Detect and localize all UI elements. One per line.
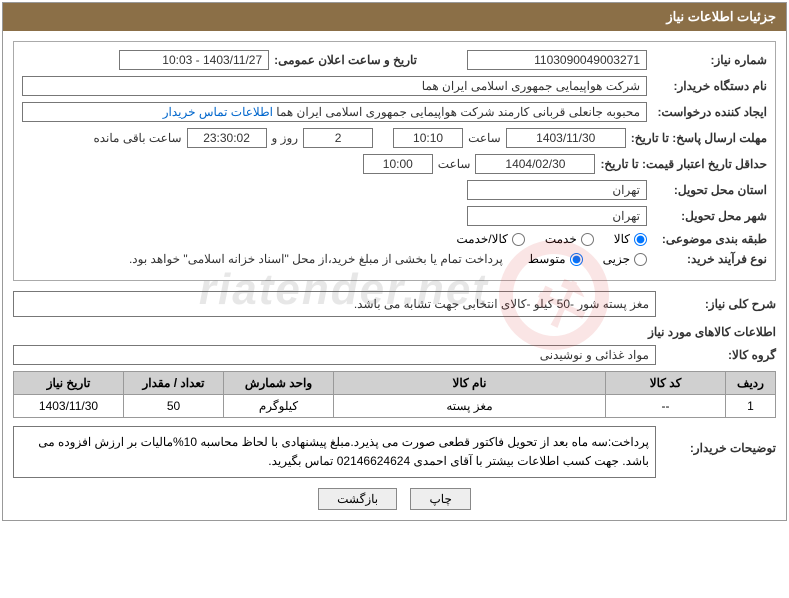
time-word-2: ساعت [433,157,476,171]
buyer-field: شرکت هواپیمایی جمهوری اسلامی ایران هما [22,76,647,96]
announce-label: تاریخ و ساعت اعلان عمومی: [269,53,417,67]
requester-label: ایجاد کننده درخواست: [647,105,767,119]
row-group: گروه کالا: مواد غذائی و نوشیدنی [13,345,776,365]
td-qty: 50 [124,395,224,418]
desc-label: شرح کلی نیاز: [656,297,776,311]
page-title-bar: جزئیات اطلاعات نیاز [3,3,786,31]
row-process: نوع فرآیند خرید: جزیی متوسط پرداخت تمام … [22,252,767,266]
cat-goods-radio[interactable] [634,233,647,246]
deadline-date-field: 1403/11/30 [506,128,626,148]
buyer-notes-label: توضیحات خریدار: [656,426,776,455]
days-word: روز و [267,131,304,145]
contact-link[interactable]: اطلاعات تماس خریدار [163,105,273,119]
goods-section-title: اطلاعات کالاهای مورد نیاز [13,325,776,339]
need-no-label: شماره نیاز: [647,53,767,67]
row-desc: شرح کلی نیاز: مغز پسته شور -50 کیلو -کال… [13,291,776,317]
requester-value: محبوبه جانعلی قربانی کارمند شرکت هواپیما… [276,105,640,119]
goods-table: ردیف کد کالا نام کالا واحد شمارش تعداد /… [13,371,776,418]
print-button[interactable]: چاپ [410,488,470,510]
announce-field: 1403/11/27 - 10:03 [119,50,269,70]
deadline-time-field: 10:10 [393,128,463,148]
cat-service-radio[interactable] [581,233,594,246]
city-field: تهران [467,206,647,226]
validity-label: حداقل تاریخ اعتبار قیمت: تا تاریخ: [595,157,767,171]
th-unit: واحد شمارش [224,372,334,395]
th-name: نام کالا [334,372,606,395]
proc-small-label[interactable]: جزیی [603,252,647,266]
row-buyer: نام دستگاه خریدار: شرکت هواپیمایی جمهوری… [22,76,767,96]
days-remaining-field: 2 [303,128,373,148]
city-label: شهر محل تحویل: [647,209,767,223]
td-name: مغز پسته [334,395,606,418]
td-n: 1 [726,395,776,418]
row-deadline: مهلت ارسال پاسخ: تا تاریخ: 1403/11/30 سا… [22,128,767,148]
th-code: کد کالا [606,372,726,395]
row-category: طبقه بندی موضوعی: کالا خدمت کالا/خدمت [22,232,767,246]
table-row: 1 -- مغز پسته کیلوگرم 50 1403/11/30 [14,395,776,418]
cat-both-radio[interactable] [512,233,525,246]
requester-field: محبوبه جانعلی قربانی کارمند شرکت هواپیما… [22,102,647,122]
row-city: شهر محل تحویل: تهران [22,206,767,226]
countdown-field: 23:30:02 [187,128,267,148]
process-radio-group: جزیی متوسط [513,252,647,266]
cat-both-label[interactable]: کالا/خدمت [456,232,524,246]
form-panel: شماره نیاز: 1103090049003271 تاریخ و ساع… [13,41,776,281]
th-date: تاریخ نیاز [14,372,124,395]
table-header-row: ردیف کد کالا نام کالا واحد شمارش تعداد /… [14,372,776,395]
desc-field: مغز پسته شور -50 کیلو -کالای انتخابی جهت… [13,291,656,317]
process-label: نوع فرآیند خرید: [647,252,767,266]
td-date: 1403/11/30 [14,395,124,418]
td-code: -- [606,395,726,418]
province-field: تهران [467,180,647,200]
remaining-word: ساعت باقی مانده [88,131,186,145]
deadline-label: مهلت ارسال پاسخ: تا تاریخ: [626,131,767,145]
proc-medium-radio[interactable] [570,253,583,266]
back-button[interactable]: بازگشت [318,488,397,510]
row-requester: ایجاد کننده درخواست: محبوبه جانعلی قربان… [22,102,767,122]
time-word-1: ساعت [463,131,506,145]
th-row: ردیف [726,372,776,395]
content-area: ⚒ riatender.net شماره نیاز: 110309004900… [3,31,786,520]
group-field: مواد غذائی و نوشیدنی [13,345,656,365]
row-need-no: شماره نیاز: 1103090049003271 تاریخ و ساع… [22,50,767,70]
payment-note: پرداخت تمام یا بخشی از مبلغ خرید،از محل … [129,252,513,266]
buyer-notes-box[interactable]: پرداخت:سه ماه بعد از تحویل فاکتور قطعی ص… [13,426,656,478]
row-validity: حداقل تاریخ اعتبار قیمت: تا تاریخ: 1404/… [22,154,767,174]
validity-date-field: 1404/02/30 [475,154,595,174]
buyer-label: نام دستگاه خریدار: [647,79,767,93]
row-buyer-notes: توضیحات خریدار: پرداخت:سه ماه بعد از تحو… [13,426,776,478]
main-container: جزئیات اطلاعات نیاز ⚒ riatender.net شمار… [2,2,787,521]
category-label: طبقه بندی موضوعی: [647,232,767,246]
row-province: استان محل تحویل: تهران [22,180,767,200]
button-row: چاپ بازگشت [13,488,776,510]
cat-service-label[interactable]: خدمت [545,232,594,246]
group-label: گروه کالا: [656,348,776,362]
proc-medium-label[interactable]: متوسط [528,252,583,266]
td-unit: کیلوگرم [224,395,334,418]
province-label: استان محل تحویل: [647,183,767,197]
page-title: جزئیات اطلاعات نیاز [666,9,776,24]
proc-small-radio[interactable] [634,253,647,266]
cat-goods-label[interactable]: کالا [614,232,647,246]
th-qty: تعداد / مقدار [124,372,224,395]
category-radio-group: کالا خدمت کالا/خدمت [441,232,647,246]
need-no-field: 1103090049003271 [467,50,647,70]
validity-time-field: 10:00 [363,154,433,174]
